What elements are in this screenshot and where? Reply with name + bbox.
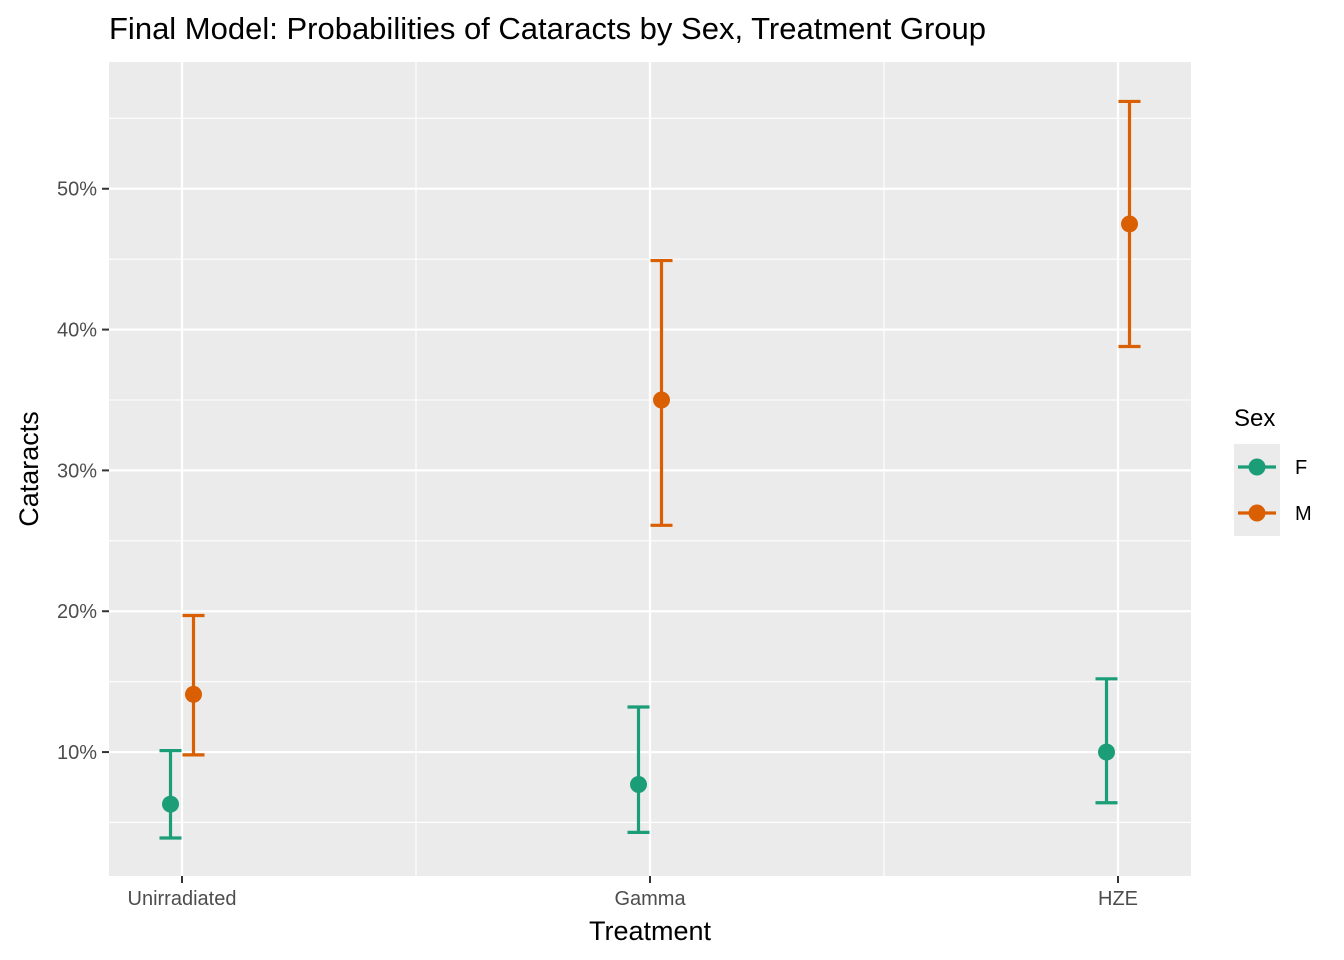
series-layer (159, 99, 1141, 840)
legend: Sex FM (1234, 405, 1312, 536)
legend-label: F (1295, 457, 1307, 479)
x-axis-ticks: Unirradiated Gamma HZE (128, 876, 1138, 910)
legend-key-point (1248, 458, 1266, 476)
y-tick-label: 30% (57, 460, 97, 482)
y-axis-ticks: 10% 20% 30% 40% 50% (57, 179, 109, 764)
x-axis-title: Treatment (589, 916, 712, 946)
x-tick-label: Unirradiated (128, 888, 237, 910)
x-tick-label: Gamma (614, 888, 686, 910)
legend-title: Sex (1234, 405, 1275, 432)
y-tick-label: 10% (57, 742, 97, 764)
data-point (653, 391, 670, 409)
y-tick-label: 50% (57, 179, 97, 201)
chart-title: Final Model: Probabilities of Cataracts … (109, 11, 986, 46)
legend-key-point (1248, 504, 1266, 522)
data-point (162, 795, 179, 813)
data-point (185, 685, 202, 703)
data-point (630, 775, 647, 793)
legend-items: FM (1234, 444, 1312, 536)
series-M (182, 99, 1141, 757)
series-F (159, 677, 1118, 840)
y-axis-title: Cataracts (14, 411, 44, 527)
data-point (1121, 215, 1138, 233)
y-tick-label: 40% (57, 320, 97, 342)
grid-major (109, 62, 1191, 876)
x-tick-label: HZE (1098, 888, 1138, 910)
legend-key-background (1234, 444, 1280, 536)
y-tick-label: 20% (57, 601, 97, 623)
legend-label: M (1295, 503, 1312, 525)
data-point (1098, 743, 1115, 761)
